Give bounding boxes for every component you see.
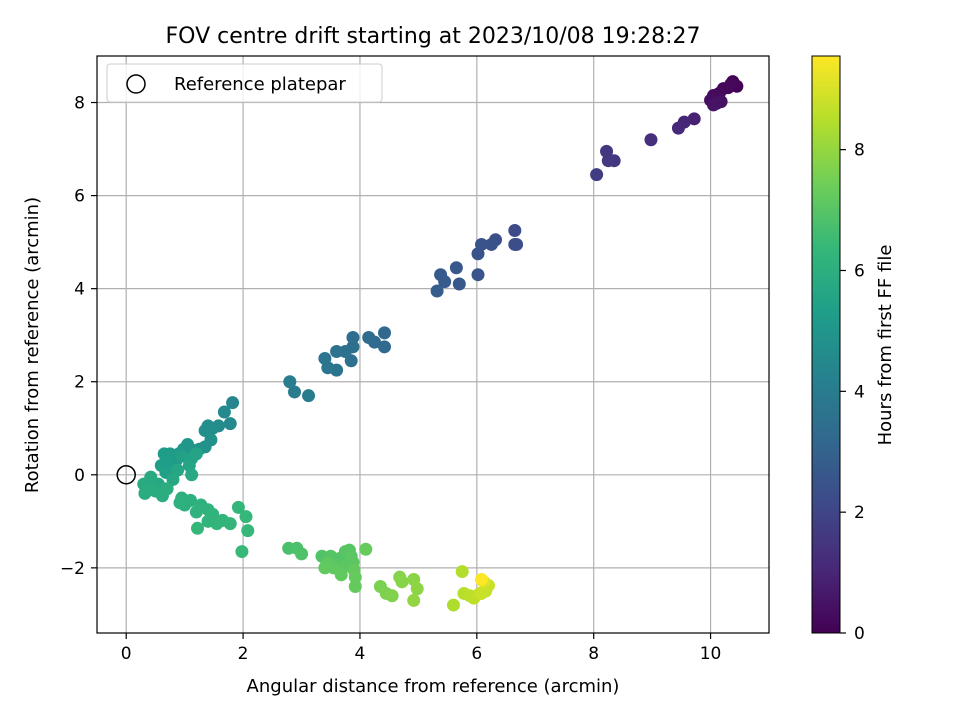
data-point <box>138 486 152 500</box>
x-axis-ticks: 0 2 4 6 8 10 <box>121 633 722 664</box>
legend-box <box>106 63 383 103</box>
data-point <box>446 598 460 612</box>
data-point <box>484 237 498 251</box>
data-point <box>318 561 332 575</box>
x-axis-label: Angular distance from reference (arcmin) <box>247 676 620 697</box>
data-point <box>295 547 309 561</box>
data-point <box>362 331 376 345</box>
data-point <box>449 261 463 275</box>
data-point <box>235 545 249 559</box>
data-point <box>223 517 237 531</box>
data-point <box>191 521 205 535</box>
y-tick-label: 2 <box>74 373 85 393</box>
data-point <box>348 579 362 593</box>
legend-label: Reference platepar <box>174 74 346 95</box>
x-tick-label: 8 <box>588 644 599 664</box>
data-point <box>239 510 253 524</box>
data-point <box>590 168 604 182</box>
data-point <box>706 98 720 112</box>
data-point <box>217 405 231 419</box>
y-tick-label: 4 <box>74 280 85 300</box>
data-point <box>283 375 297 389</box>
data-point <box>330 344 344 358</box>
data-point <box>302 389 316 403</box>
data-point <box>687 112 701 126</box>
data-point <box>671 121 685 135</box>
data-point <box>223 417 237 431</box>
data-point <box>231 500 245 514</box>
y-tick-label: 6 <box>74 187 85 207</box>
colorbar-tick-label: 2 <box>854 503 865 523</box>
colorbar-tick-label: 4 <box>854 382 865 402</box>
data-point <box>288 385 302 399</box>
data-point <box>410 582 424 596</box>
data-point <box>334 568 348 582</box>
data-point <box>430 284 444 298</box>
colorbar-tick-label: 8 <box>854 141 865 161</box>
data-point <box>198 424 212 438</box>
data-point <box>508 223 522 237</box>
y-tick-label: 0 <box>74 466 85 486</box>
data-point <box>226 396 240 410</box>
data-point <box>471 268 485 282</box>
data-point <box>166 472 180 486</box>
x-tick-label: 2 <box>238 644 249 664</box>
data-points <box>137 75 744 612</box>
data-point <box>452 277 466 291</box>
legend-marker <box>126 74 146 94</box>
data-point <box>377 326 391 340</box>
data-point <box>455 565 469 579</box>
data-point <box>160 482 174 496</box>
data-point <box>377 340 391 354</box>
y-tick-label: 8 <box>74 94 85 114</box>
data-point <box>173 496 187 510</box>
y-axis-ticks: −2 0 2 4 6 8 <box>60 94 97 579</box>
x-tick-label: 0 <box>121 644 132 664</box>
x-tick-label: 10 <box>700 644 722 664</box>
x-tick-label: 4 <box>355 644 366 664</box>
y-tick-label: −2 <box>60 559 85 579</box>
data-point <box>471 247 485 261</box>
data-point <box>359 542 373 556</box>
data-point <box>185 468 199 482</box>
data-point <box>385 589 399 603</box>
legend: Reference platepar <box>106 63 383 103</box>
data-point <box>241 524 255 538</box>
data-point <box>438 275 452 289</box>
plot-area-frame <box>96 55 770 634</box>
data-point <box>175 449 189 463</box>
data-point <box>189 505 203 519</box>
colorbar-tick-label: 6 <box>854 261 865 281</box>
data-point <box>601 154 615 168</box>
data-point <box>344 354 358 368</box>
data-point <box>475 572 489 586</box>
colorbar <box>811 55 841 634</box>
colorbar-tick-label: 0 <box>854 624 865 644</box>
colorbar-label: Hours from first FF file <box>875 245 896 446</box>
data-point <box>475 586 489 600</box>
colorbar-ticks: 0 2 4 6 8 <box>840 141 865 644</box>
data-point <box>189 447 203 461</box>
data-point <box>395 575 409 589</box>
data-point <box>346 331 360 345</box>
data-point <box>348 570 362 584</box>
data-point <box>724 77 738 91</box>
chart-title: FOV centre drift starting at 2023/10/08 … <box>166 24 701 49</box>
data-point <box>644 133 658 147</box>
x-tick-label: 6 <box>471 644 482 664</box>
reference-point <box>116 465 136 485</box>
y-axis-label: Rotation from reference (arcmin) <box>22 197 43 493</box>
data-point <box>407 593 421 607</box>
data-point <box>510 237 524 251</box>
data-point <box>318 351 332 365</box>
